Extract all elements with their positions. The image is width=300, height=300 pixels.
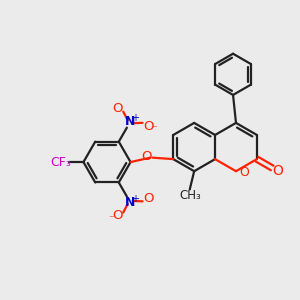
Text: O: O [272, 164, 283, 178]
Text: O: O [112, 102, 123, 115]
Text: O: O [112, 209, 123, 222]
Text: O: O [141, 150, 152, 163]
Text: N: N [125, 196, 136, 209]
Text: ⁻: ⁻ [109, 214, 114, 224]
Text: +: + [131, 194, 139, 204]
Text: O: O [143, 192, 154, 205]
Text: O: O [239, 166, 249, 179]
Text: ⁻: ⁻ [152, 124, 157, 135]
Text: CH₃: CH₃ [179, 189, 201, 203]
Text: +: + [131, 113, 139, 123]
Text: CF₃: CF₃ [51, 156, 71, 169]
Text: N: N [125, 115, 136, 128]
Text: O: O [143, 119, 154, 133]
